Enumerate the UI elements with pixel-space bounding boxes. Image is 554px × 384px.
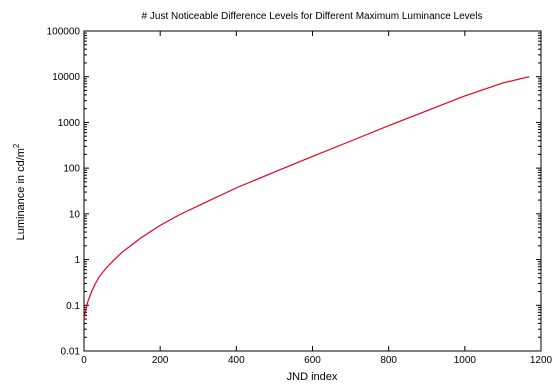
y-tick-label: 100000 — [47, 27, 81, 38]
y-tick-label: 0.1 — [66, 301, 80, 312]
y-tick-label: 1000 — [58, 118, 81, 129]
series-line-jnd — [83, 76, 530, 320]
plot-area: 0 200 400 600 800 1000 1200 0.01 0.1 1 10 100 1000 1… — [47, 27, 553, 367]
y-axis-label-superscript: 2 — [12, 143, 21, 148]
x-tick-label: 1200 — [530, 355, 553, 366]
chart-title: # Just Noticeable Difference Levels for … — [142, 11, 483, 22]
y-tick-label: 10000 — [52, 72, 80, 83]
x-axis-ticks: 0 200 400 600 800 1000 1200 — [81, 31, 553, 366]
y-axis-ticks: 0.01 0.1 1 10 100 1000 10000 100000 — [47, 27, 541, 358]
y-tick-label: 0.01 — [61, 347, 81, 358]
x-tick-label: 600 — [304, 355, 321, 366]
x-axis-label: JND index — [287, 371, 338, 383]
y-tick-label: 100 — [63, 164, 80, 175]
y-axis-label-main: Luminance in cd/m — [15, 148, 27, 240]
y-axis-label: Luminance in cd/m2 — [12, 143, 27, 240]
plot-frame — [83, 30, 542, 352]
y-tick-label: 1 — [74, 255, 80, 266]
x-tick-label: 400 — [228, 355, 245, 366]
y-tick-label: 10 — [69, 209, 81, 220]
x-tick-label: 800 — [380, 355, 397, 366]
x-tick-label: 0 — [81, 355, 87, 366]
x-tick-label: 1000 — [454, 355, 477, 366]
x-tick-label: 200 — [152, 355, 169, 366]
